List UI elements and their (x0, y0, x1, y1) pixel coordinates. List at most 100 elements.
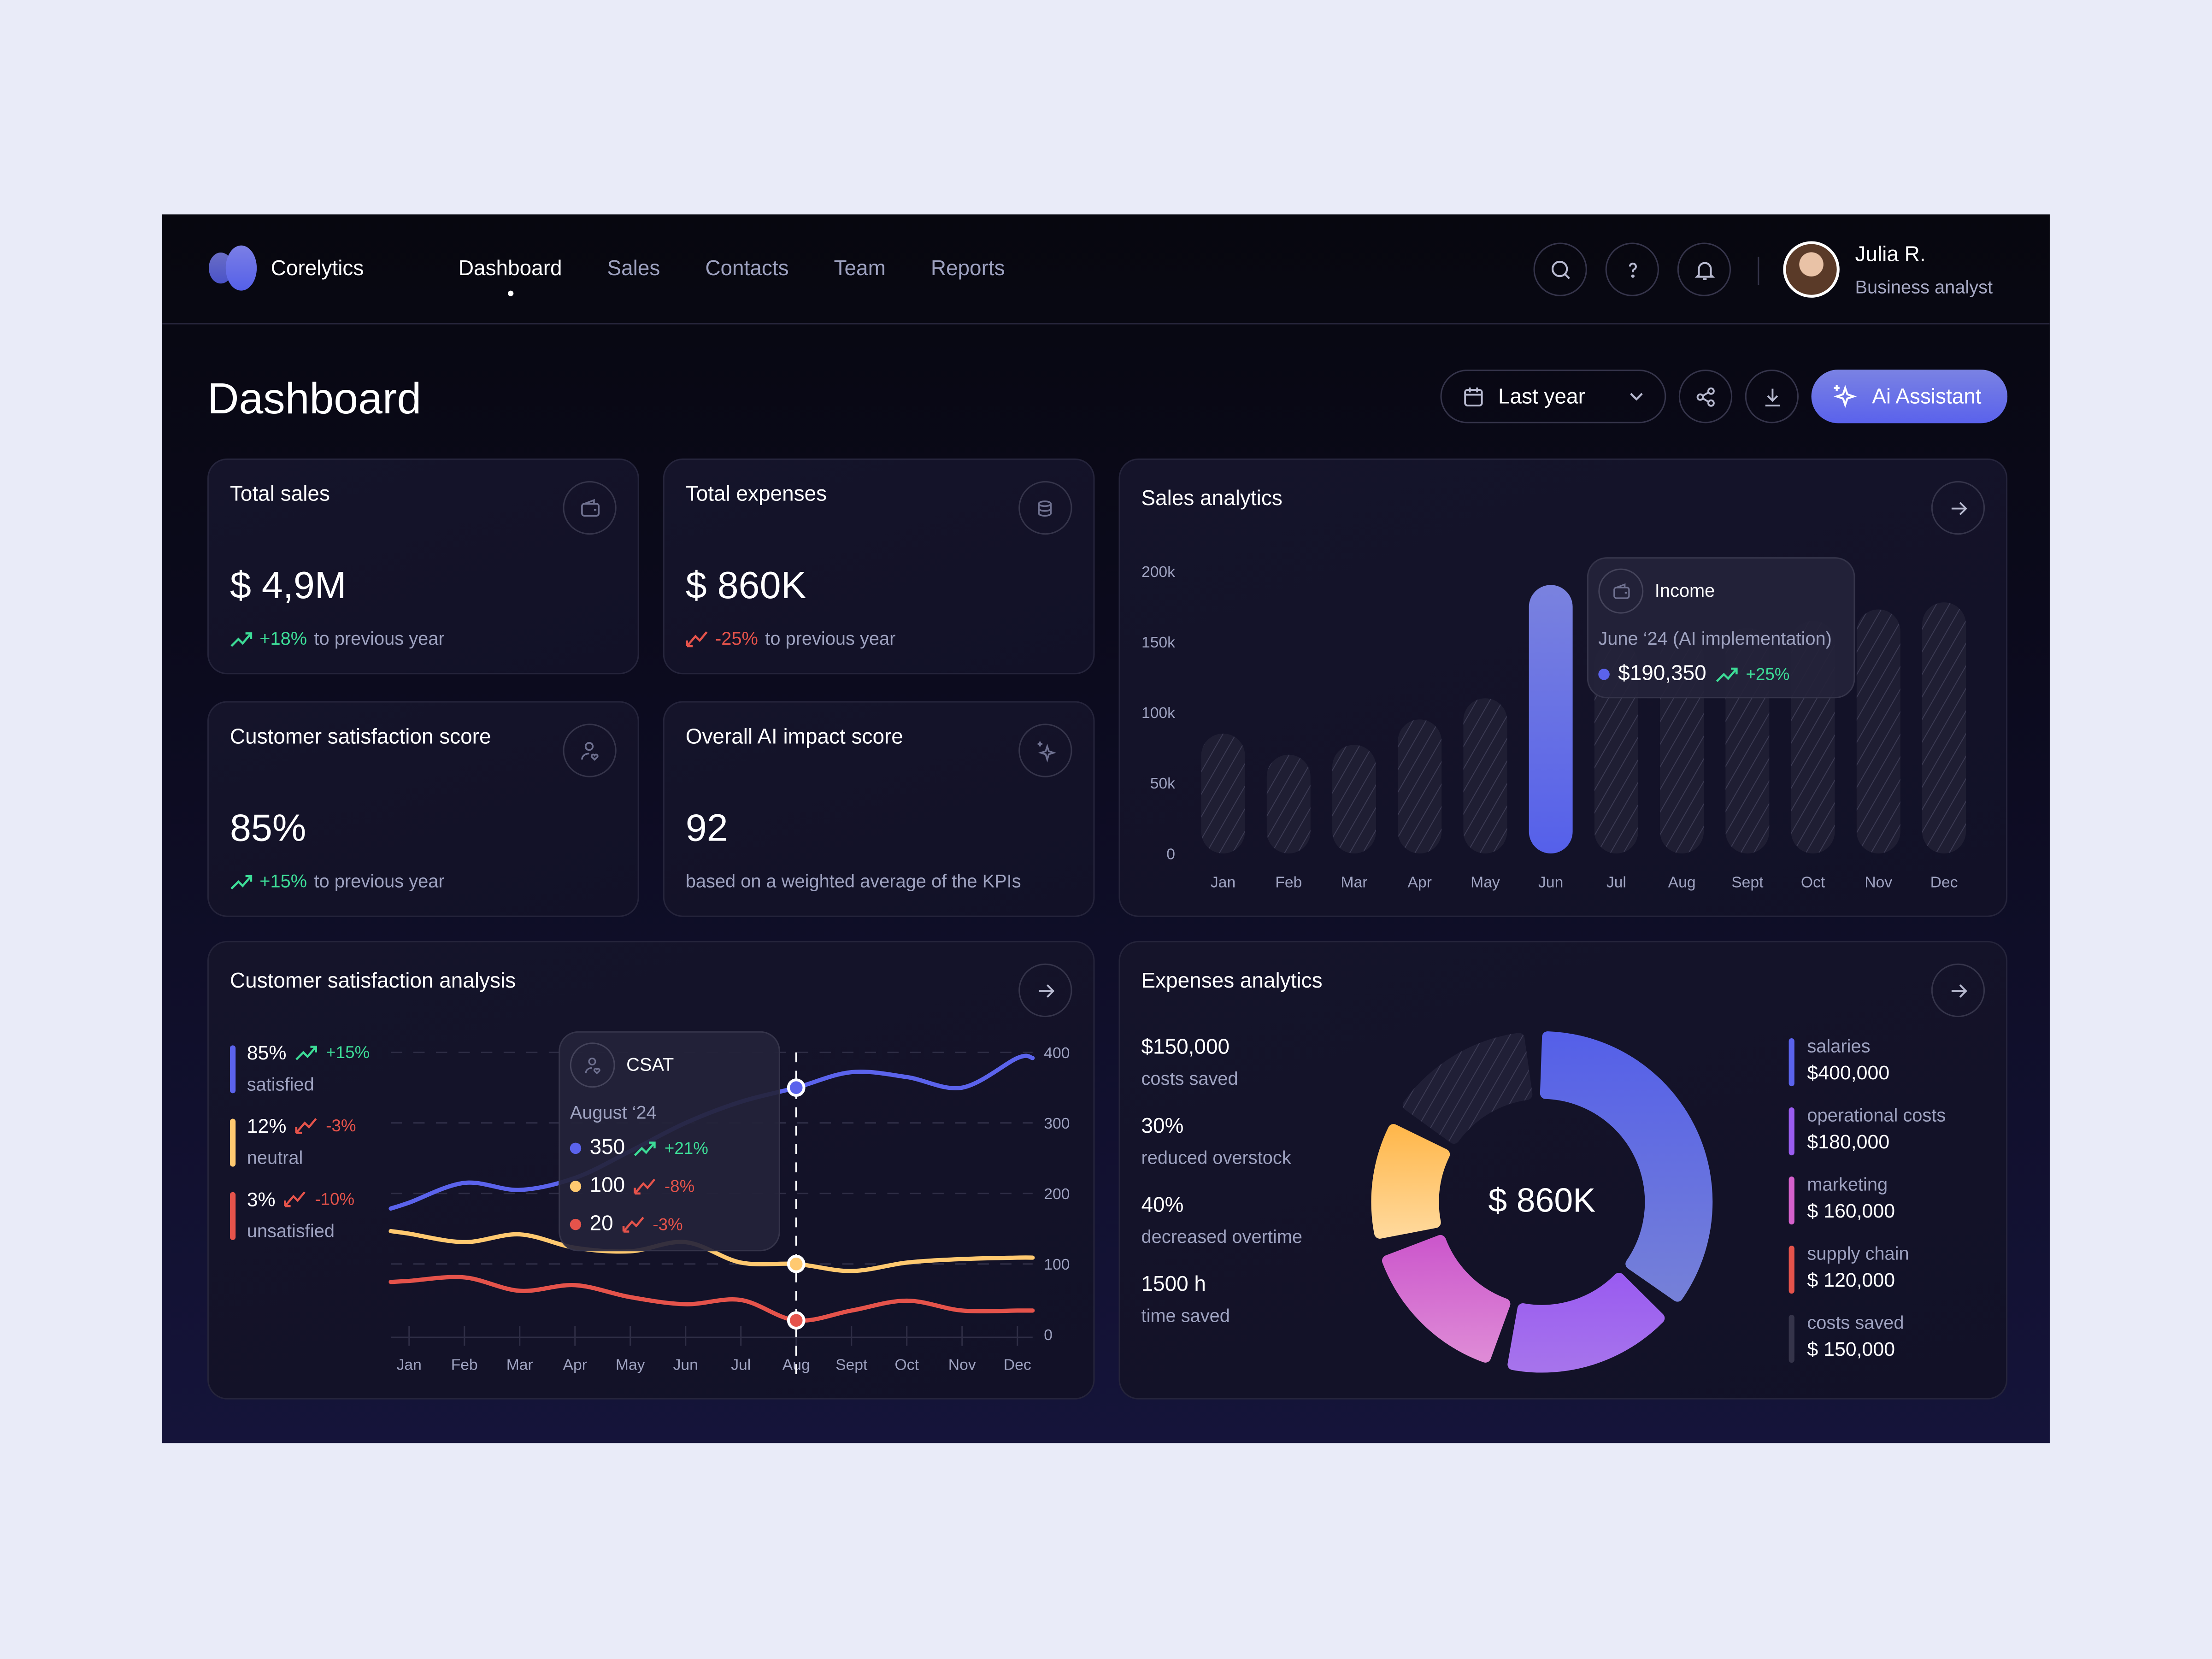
notifications-button[interactable] (1677, 242, 1731, 296)
dashboard-app: Corelytics Dashboard Sales Contacts Team… (162, 214, 2050, 1443)
x-tick-label: Oct (895, 1356, 919, 1373)
calendar-icon (1464, 387, 1483, 406)
x-tick-label: Nov (948, 1356, 976, 1373)
kpi-customer-satisfaction: Customer satisfaction score 85% +15% to p… (207, 701, 639, 917)
period-select[interactable]: Last year (1440, 370, 1666, 424)
download-button[interactable] (1745, 370, 1799, 424)
kpi-value: $ 860K (685, 564, 806, 607)
series-dot (1598, 668, 1610, 679)
tooltip-title: Income (1654, 580, 1715, 601)
open-sales-button[interactable] (1931, 481, 1985, 535)
legend-label: neutral (247, 1147, 303, 1168)
kpi-value: $ 4,9M (229, 564, 347, 607)
kpi-note: to previous year (765, 628, 896, 649)
nav-team[interactable]: Team (834, 257, 886, 281)
trend-up-icon (1715, 667, 1737, 682)
kpi-note: to previous year (314, 628, 445, 649)
bar-feb (1266, 754, 1311, 854)
slice-costs-saved (1402, 1033, 1533, 1144)
point-neutral (787, 1254, 806, 1273)
trend-up-icon (295, 1046, 318, 1060)
user-heart-icon (563, 724, 617, 777)
legend-delta: -10% (315, 1189, 355, 1209)
legend-label: salaries (1807, 1035, 1871, 1057)
download-icon (1765, 388, 1779, 406)
nav-reports[interactable]: Reports (930, 257, 1005, 281)
x-tick-label: Jun (1538, 874, 1563, 891)
tooltip-subtitle: June ‘24 (AI implementation) (1598, 628, 1832, 649)
x-tick-label: May (616, 1356, 645, 1373)
y-tick-label: 0 (1044, 1327, 1053, 1344)
legend-value: $400,000 (1807, 1061, 1890, 1084)
point-unsatisfied (787, 1311, 806, 1330)
user-heart-icon (570, 1042, 615, 1088)
kpi-delta: +18% (259, 628, 307, 649)
x-tick-label: Sept (1731, 874, 1764, 891)
trend-down-icon (622, 1216, 644, 1232)
stat-label: reduced overstock (1141, 1147, 1291, 1168)
brand[interactable]: Corelytics (209, 245, 364, 291)
x-tick-label: Oct (1801, 874, 1825, 891)
y-tick-label: 50k (1150, 775, 1175, 792)
kpi-title: Total expenses (685, 482, 827, 506)
tooltip-subtitle: August ‘24 (570, 1101, 657, 1123)
expenses-donut-chart (1371, 1031, 1713, 1373)
divider (1758, 257, 1759, 285)
x-tick-label: Apr (563, 1356, 587, 1373)
legend-pct: 85% (247, 1041, 287, 1064)
chevron-down-icon (1630, 393, 1643, 401)
slice-marketing (1382, 1235, 1511, 1363)
y-tick-label: 150k (1141, 634, 1175, 651)
open-expenses-button[interactable] (1931, 963, 1985, 1018)
bar-dec (1922, 602, 1966, 854)
header-divider (162, 323, 2050, 325)
bar-mar (1332, 745, 1376, 854)
series-dot (570, 1142, 582, 1153)
tooltip-title: CSAT (626, 1053, 674, 1075)
tooltip-delta: +21% (664, 1137, 708, 1158)
kpi-total-expenses: Total expenses $ 860K -25% to previous ye… (663, 458, 1095, 675)
x-tick-label: Dec (1930, 874, 1958, 891)
slice-operational-costs (1507, 1272, 1665, 1373)
kpi-title: Overall AI impact score (685, 725, 903, 749)
arrow-right-icon (1951, 501, 1967, 515)
legend-value: $ 120,000 (1807, 1268, 1895, 1291)
y-tick-label: 200k (1141, 564, 1175, 581)
bar-jun (1529, 585, 1573, 854)
avatar[interactable] (1783, 241, 1840, 298)
x-tick-label: Dec (1004, 1356, 1031, 1373)
help-button[interactable] (1605, 242, 1659, 296)
tooltip-value: 20 (589, 1212, 613, 1236)
legend-label: operational costs (1807, 1104, 1946, 1126)
open-csat-button[interactable] (1018, 963, 1072, 1018)
nav-sales[interactable]: Sales (607, 257, 660, 281)
legend-value: $ 150,000 (1807, 1337, 1895, 1360)
ai-assistant-button[interactable]: Ai Assistant (1811, 370, 2008, 424)
x-tick-label: Jan (397, 1356, 422, 1373)
nav-contacts[interactable]: Contacts (705, 257, 789, 281)
trend-down-icon (284, 1191, 306, 1207)
legend-delta: -3% (326, 1116, 356, 1136)
share-button[interactable] (1678, 370, 1733, 424)
sparkle-icon (1833, 385, 1857, 408)
point-satisfied (787, 1078, 806, 1097)
sparkle-icon (1018, 724, 1072, 777)
arrow-right-icon (1951, 983, 1967, 997)
kpi-ai-impact: Overall AI impact score 92 based on a we… (663, 701, 1095, 917)
bar-may (1463, 698, 1507, 854)
x-tick-label: Feb (1275, 874, 1302, 891)
search-button[interactable] (1533, 242, 1587, 296)
tooltip-delta: -3% (653, 1214, 683, 1234)
nav-dashboard[interactable]: Dashboard (458, 257, 562, 296)
logo-icon (209, 245, 257, 291)
card-title: Sales analytics (1141, 487, 1282, 511)
tooltip-value: 350 (589, 1135, 625, 1160)
bar-jan (1201, 733, 1245, 854)
trend-down-icon (686, 630, 708, 647)
kpi-value: 85% (229, 807, 306, 849)
x-tick-label: Aug (1668, 874, 1696, 891)
page-title: Dashboard (207, 374, 422, 424)
bar-apr (1398, 719, 1442, 854)
tooltip-row: 100 -8% (570, 1174, 694, 1198)
trend-down-icon (634, 1178, 656, 1194)
